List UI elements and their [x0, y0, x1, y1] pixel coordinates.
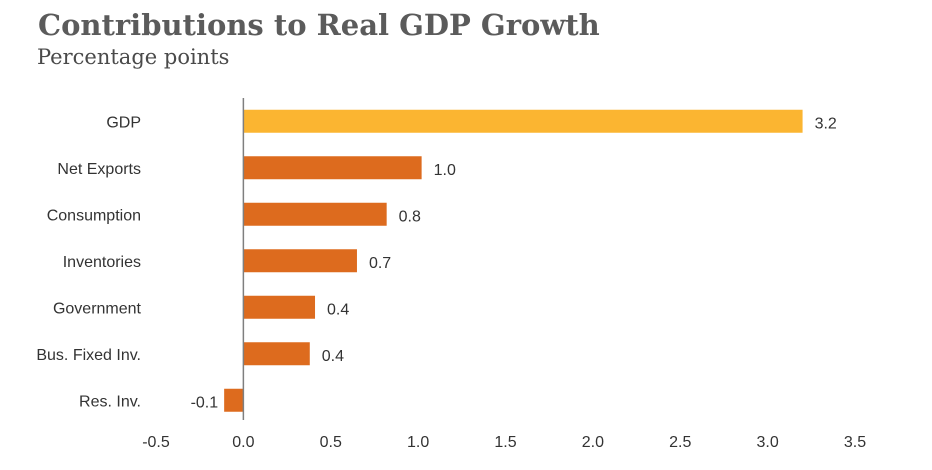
x-tick-label: 3.5: [844, 434, 866, 451]
chart-title: Contributions to Real GDP Growth: [38, 8, 600, 42]
bar-inventories: [243, 249, 357, 273]
value-label-government: 0.4: [327, 301, 349, 318]
bar-bus-fixed-inv: [243, 342, 310, 366]
value-label-gdp: 3.2: [815, 115, 837, 132]
category-labels-group: GDP Net Exports Consumption Inventories Gove…: [36, 114, 141, 410]
x-tick-labels-group: -0.5 0.0 0.5 1.0 1.5 2.0 2.5 3.0 3.5: [142, 434, 866, 451]
bar-net-exports: [243, 156, 422, 180]
x-tick-label: 1.5: [494, 434, 516, 451]
x-tick-label: 2.0: [582, 434, 604, 451]
x-tick-label: 0.0: [232, 434, 254, 451]
value-label-consumption: 0.8: [399, 208, 421, 225]
x-tick-label: 0.5: [320, 434, 342, 451]
value-label-bus-fixed-inv: 0.4: [322, 348, 344, 365]
bar-gdp: [243, 109, 803, 133]
category-label-inventories: Inventories: [63, 254, 141, 271]
bar-res-inv: [224, 388, 244, 412]
bars-group: [224, 109, 803, 412]
x-tick-label: 1.0: [407, 434, 429, 451]
x-tick-label: 3.0: [757, 434, 779, 451]
category-label-consumption: Consumption: [47, 207, 141, 224]
bar-consumption: [243, 202, 387, 226]
chart-subtitle: Percentage points: [37, 45, 230, 69]
bar-government: [243, 295, 316, 319]
category-label-res-inv: Res. Inv.: [79, 393, 141, 410]
category-label-government: Government: [53, 300, 142, 317]
category-label-gdp: GDP: [106, 114, 141, 131]
value-labels-group: 3.2 1.0 0.8 0.7 0.4 0.4 -0.1: [191, 115, 837, 411]
x-tick-label: -0.5: [142, 434, 170, 451]
category-label-net-exports: Net Exports: [57, 161, 141, 178]
value-label-net-exports: 1.0: [434, 162, 456, 179]
x-tick-label: 2.5: [669, 434, 691, 451]
category-label-bus-fixed-inv: Bus. Fixed Inv.: [36, 347, 141, 364]
value-label-inventories: 0.7: [369, 255, 391, 272]
value-label-res-inv: -0.1: [191, 394, 219, 411]
